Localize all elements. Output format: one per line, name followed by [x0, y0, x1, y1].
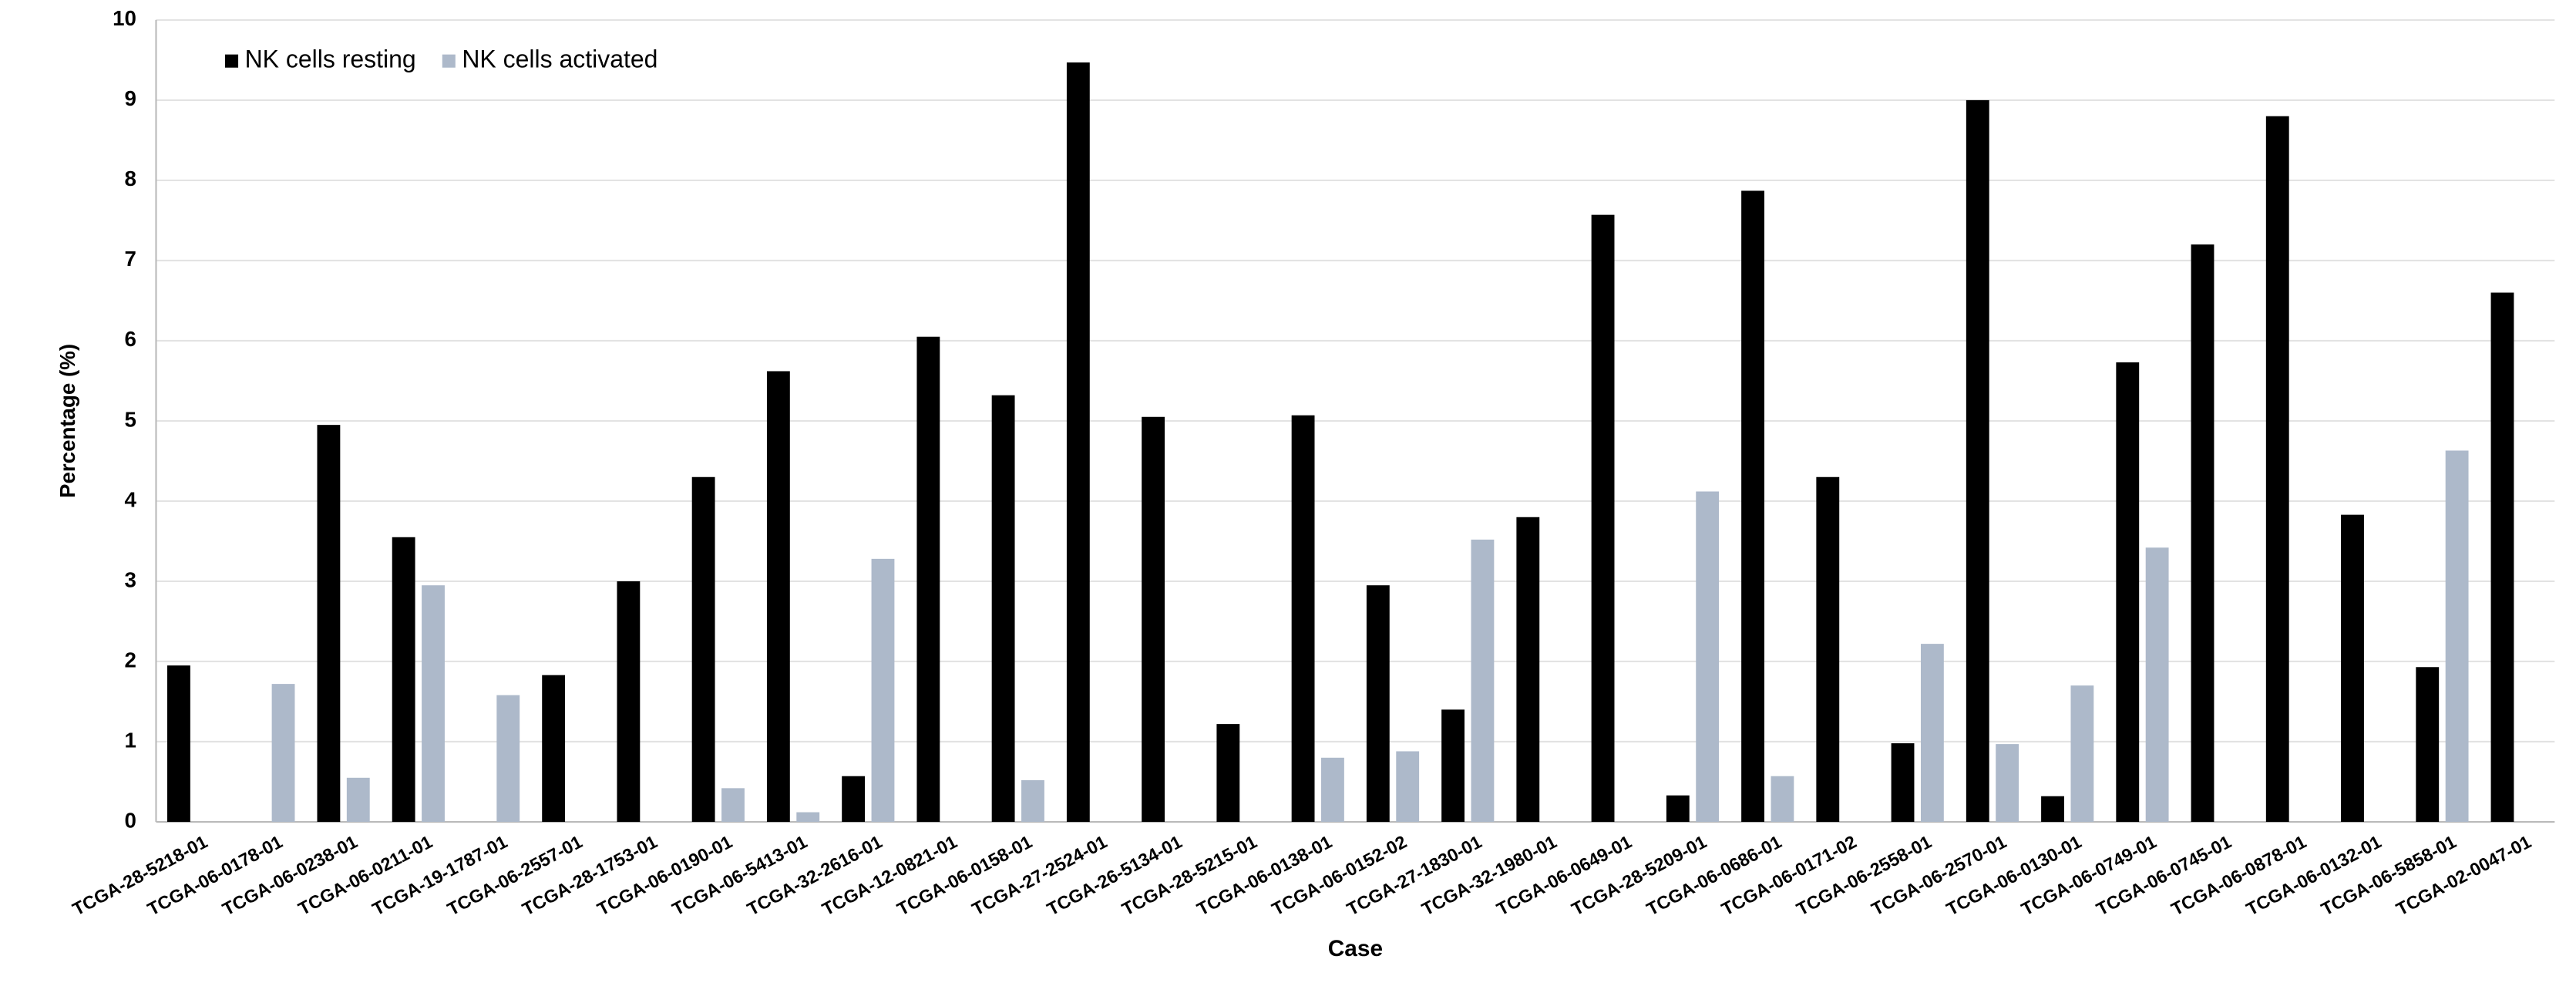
bar [1366, 585, 1390, 823]
y-tick-label: 0 [124, 808, 136, 832]
x-tick-label: TCGA-06-0238-01 [219, 832, 361, 920]
bar [691, 476, 715, 823]
x-tick-label: TCGA-06-0171-02 [1718, 832, 1860, 920]
bar [796, 812, 820, 823]
legend-swatch [442, 54, 456, 68]
bar [422, 585, 445, 823]
bar [842, 776, 866, 823]
x-tick-label: TCGA-28-1753-01 [519, 832, 661, 920]
x-tick-label: TCGA-06-0130-01 [1943, 832, 2085, 920]
bar [317, 425, 341, 823]
bar [916, 336, 940, 823]
bar [1741, 190, 1764, 823]
bar [1891, 743, 1915, 823]
x-tick-label: TCGA-06-5413-01 [669, 832, 811, 920]
y-tick-label: 1 [124, 728, 136, 752]
bar [1396, 751, 1420, 823]
bar [1471, 539, 1495, 823]
x-tick-label: TCGA-06-0152-02 [1269, 832, 1411, 920]
x-tick-label: TCGA-19-1787-01 [369, 832, 511, 920]
bar [2145, 547, 2169, 823]
bar [1816, 476, 1840, 823]
bar [1516, 517, 1540, 823]
x-tick-label: TCGA-02-0047-01 [2393, 832, 2534, 920]
bar [2416, 667, 2440, 823]
y-tick-label: 3 [124, 567, 136, 591]
x-axis-label: Case [1328, 936, 1383, 961]
x-tick-label: TCGA-28-5218-01 [69, 832, 211, 920]
bar [1996, 744, 2019, 823]
x-tick-label: TCGA-06-0190-01 [594, 832, 736, 920]
bar [1321, 757, 1344, 823]
x-tick-label: TCGA-06-0745-01 [2093, 832, 2235, 920]
y-axis-label: Percentage (%) [55, 344, 79, 498]
bar [2341, 514, 2364, 823]
x-tick-label: TCGA-27-1830-01 [1343, 832, 1485, 920]
x-tick-label: TCGA-06-0132-01 [2243, 832, 2385, 920]
x-tick-label: TCGA-06-0649-01 [1493, 832, 1635, 920]
y-tick-label: 5 [124, 407, 136, 431]
x-tick-label: TCGA-28-5209-01 [1569, 832, 1710, 920]
bar [871, 558, 895, 823]
y-tick-label: 8 [124, 167, 136, 190]
bar [271, 684, 295, 823]
y-tick-label: 6 [124, 327, 136, 351]
x-tick-label: TCGA-28-5215-01 [1118, 832, 1260, 920]
x-tick-label: TCGA-06-0211-01 [295, 832, 435, 919]
x-tick-label: TCGA-06-0749-01 [2018, 832, 2160, 920]
y-tick-label: 4 [124, 487, 136, 511]
bar [1920, 644, 1944, 823]
bar [2116, 362, 2140, 823]
x-tick-label: TCGA-06-2570-01 [1868, 832, 2010, 920]
bar [2445, 450, 2469, 823]
bar [542, 675, 566, 823]
bar [2070, 685, 2094, 823]
bar [1021, 779, 1044, 823]
bar [2265, 116, 2289, 823]
bar [766, 371, 790, 823]
x-tick-label: TCGA-06-0878-01 [2168, 832, 2310, 920]
bar [1216, 724, 1240, 823]
bar [721, 788, 745, 823]
bar [1771, 776, 1794, 823]
legend-swatch [224, 54, 239, 68]
bar [617, 581, 641, 823]
x-tick-label: TCGA-26-5134-01 [1044, 832, 1185, 920]
bar [1966, 99, 1989, 823]
bar [346, 777, 370, 823]
bar [2490, 292, 2514, 823]
legend-label: NK cells resting [245, 45, 416, 73]
x-tick-label: TCGA-06-2557-01 [444, 832, 586, 920]
bar [167, 665, 190, 823]
x-tick-label: TCGA-06-0158-01 [894, 832, 1036, 920]
x-tick-label: TCGA-06-2558-01 [1793, 832, 1935, 920]
bar [1666, 795, 1690, 823]
bar [1591, 214, 1615, 823]
x-tick-label: TCGA-27-2524-01 [969, 832, 1111, 920]
x-tick-label: TCGA-12-0821-01 [819, 832, 960, 920]
bar [1291, 415, 1315, 823]
bar [1142, 416, 1165, 823]
x-tick-label: TCGA-06-5858-01 [2318, 832, 2460, 920]
bar [496, 695, 520, 823]
x-tick-label: TCGA-32-2616-01 [744, 832, 886, 920]
bar [2191, 244, 2214, 823]
bar [1441, 709, 1465, 823]
y-tick-label: 7 [124, 247, 136, 271]
y-tick-label: 10 [113, 6, 136, 30]
x-tick-label: TCGA-06-0686-01 [1643, 832, 1785, 920]
bar [1696, 491, 1720, 823]
bar [392, 537, 415, 823]
y-tick-label: 9 [124, 86, 136, 110]
bar [991, 395, 1015, 823]
x-tick-label: TCGA-32-1980-01 [1418, 832, 1560, 920]
bar [2041, 796, 2064, 823]
legend-label: NK cells activated [462, 45, 657, 73]
bar [1066, 62, 1090, 823]
y-tick-label: 2 [124, 648, 136, 672]
x-tick-label: TCGA-06-0178-01 [144, 832, 286, 920]
x-tick-label: TCGA-06-0138-01 [1193, 832, 1335, 920]
